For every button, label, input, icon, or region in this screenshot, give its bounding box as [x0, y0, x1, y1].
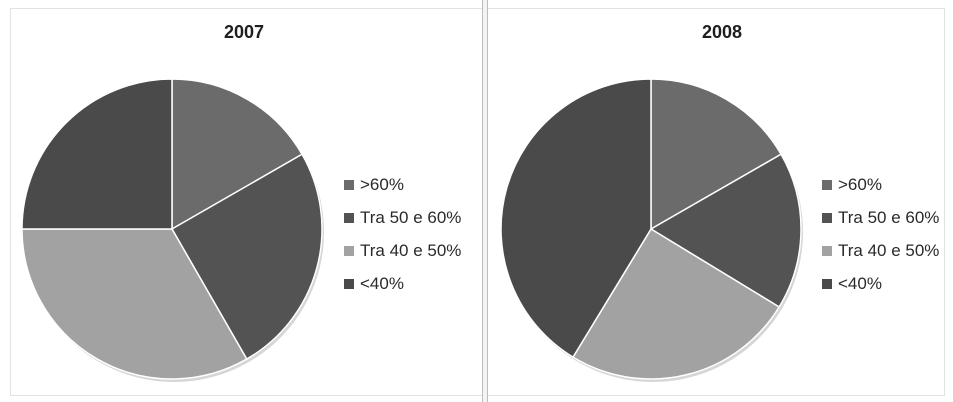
legend-item-above-60: >60% [344, 168, 461, 201]
chart-frame [10, 8, 945, 396]
slice-above-60 [171, 78, 304, 231]
slice-40-50 [21, 228, 248, 380]
legend-item-40-50: Tra 40 e 50% [344, 234, 461, 267]
legend-swatch [822, 245, 832, 256]
legend-label: >60% [838, 174, 882, 194]
legend-swatch [822, 179, 832, 190]
legend-label: <40% [838, 273, 882, 293]
legend-item-below-40: <40% [822, 267, 939, 300]
legend-label: Tra 40 e 50% [360, 240, 462, 260]
slice-below-40 [21, 78, 173, 230]
panel-divider [482, 0, 488, 402]
legend-item-above-60: >60% [822, 168, 939, 201]
legend-label: Tra 50 e 60% [838, 207, 940, 227]
legend-2007: >60% Tra 50 e 60% Tra 40 e 50% <40% [344, 168, 461, 300]
chart-title-2008: 2008 [701, 22, 743, 42]
legend-2008: >60% Tra 50 e 60% Tra 40 e 50% <40% [822, 168, 939, 300]
legend-item-50-60: Tra 50 e 60% [344, 201, 461, 234]
legend-item-below-40: <40% [344, 267, 461, 300]
chart-title-2007: 2007 [223, 22, 265, 42]
legend-swatch [822, 212, 832, 223]
legend-swatch [344, 212, 354, 223]
legend-label: >60% [360, 174, 404, 194]
slice-above-60 [650, 78, 783, 231]
legend-swatch [344, 179, 354, 190]
chart-panel-2008: 2008 >60% Tra 50 e 60% Tra 40 e 50% <40% [486, 0, 953, 402]
slice-50-60 [649, 153, 802, 309]
legend-label: Tra 40 e 50% [838, 240, 940, 260]
legend-label: Tra 50 e 60% [360, 207, 462, 227]
legend-item-40-50: Tra 40 e 50% [822, 234, 939, 267]
legend-swatch [344, 278, 354, 289]
legend-item-50-60: Tra 50 e 60% [822, 201, 939, 234]
slice-50-60 [170, 153, 323, 361]
chart-panel-2007: 2007 >60% Tra 50 e 60% Tra 40 e 50% <40% [21, 22, 461, 382]
slice-40-50 [571, 227, 781, 380]
legend-swatch [344, 245, 354, 256]
pie-chart-2007 [21, 78, 324, 382]
legend-swatch [822, 278, 832, 289]
slice-below-40 [500, 78, 652, 359]
legend-label: <40% [360, 273, 404, 293]
pie-chart-2008 [500, 78, 803, 382]
